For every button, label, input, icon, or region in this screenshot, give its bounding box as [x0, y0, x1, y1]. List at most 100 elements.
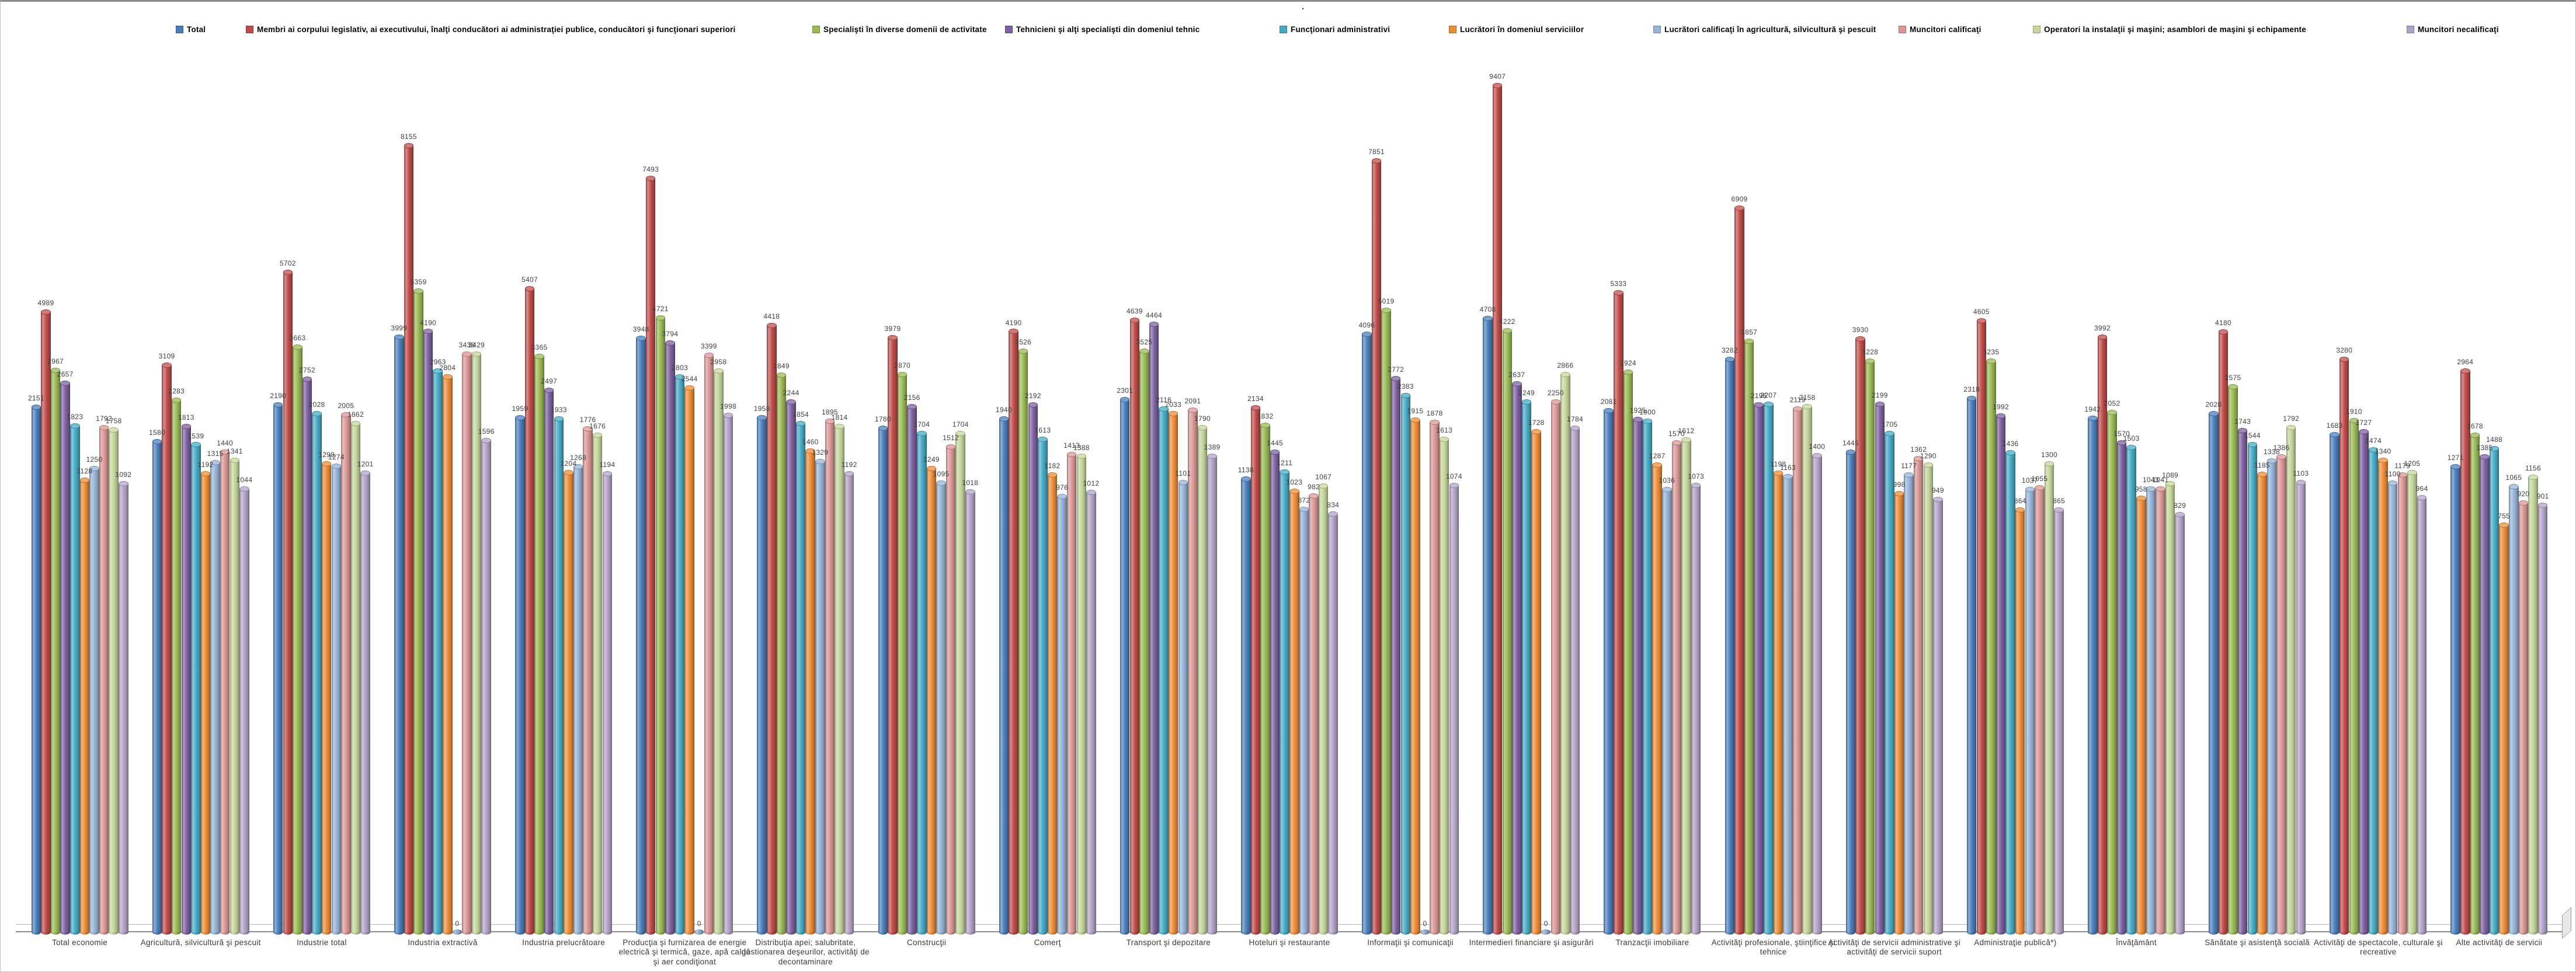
bar: [2097, 335, 2108, 935]
bar-cylinder-cap: [1280, 469, 1289, 475]
bar-cylinder-body: [1057, 496, 1067, 932]
bar-cylinder-body: [220, 452, 230, 932]
bar-cylinder-body: [1168, 413, 1179, 932]
bar-cylinder-body: [162, 365, 172, 932]
bar-value-label: 1315: [207, 449, 224, 458]
bar-cylinder-cap: [2116, 440, 2127, 445]
bar-value-label: 1073: [1688, 472, 1705, 481]
bar-value-label: 4418: [763, 312, 780, 321]
bar-cylinder-body: [2088, 418, 2098, 932]
bar-cylinder-cap: [2387, 480, 2398, 486]
bar-value-label: 1018: [962, 478, 979, 487]
bar-cylinder-cap: [1764, 402, 1774, 407]
bar-value-label: 2156: [903, 393, 920, 402]
bar-cylinder-body: [1604, 410, 1614, 932]
bar-value-label: 5333: [1610, 279, 1627, 288]
bar-cylinder-body: [1250, 407, 1261, 932]
bar-cylinder-body: [273, 405, 283, 932]
bar: [2107, 410, 2117, 935]
bar-cylinder-cap: [162, 363, 172, 368]
bar-cylinder-cap: [1400, 393, 1411, 398]
bar-value-label: 1992: [1993, 402, 2009, 411]
bar-value-label: 2803: [672, 364, 688, 372]
bar-value-label: 3992: [2094, 323, 2111, 332]
bar-cylinder-cap: [897, 372, 908, 377]
bar: [723, 413, 733, 935]
bar-cylinder-cap: [394, 335, 404, 340]
bar-value-label: 2091: [1184, 397, 1201, 406]
bar-value-label: 1705: [1881, 420, 1898, 428]
bar-cylinder-body: [1439, 439, 1449, 932]
bar: [1139, 349, 1149, 935]
bar-cylinder-body: [1671, 443, 1682, 932]
bar-value-label: 1792: [96, 414, 113, 423]
bar-value-label: 1790: [1194, 414, 1211, 423]
bar-cylinder-body: [1066, 454, 1077, 932]
bar-cylinder-cap: [1633, 417, 1643, 422]
bar-cylinder-cap: [835, 424, 844, 429]
bar-cylinder-cap: [1018, 349, 1028, 354]
category-axis-label: Distribuţia apei; salubritate, gestionar…: [741, 938, 870, 966]
bar-cylinder-cap: [2499, 522, 2509, 528]
bar-cylinder-cap: [1483, 316, 1493, 321]
bar-cylinder-cap: [888, 335, 898, 340]
bar: [1734, 205, 1744, 935]
bar-cylinder-cap: [2209, 411, 2219, 416]
bar: [210, 460, 220, 935]
bar-value-label: 2849: [773, 362, 790, 371]
bar-cylinder-cap: [907, 404, 917, 409]
bar-cylinder-body: [1280, 472, 1289, 932]
bar-value-label: 1300: [2041, 451, 2057, 459]
bar-cylinder-body: [350, 423, 361, 932]
bar: [767, 323, 777, 935]
bar-cylinder-body: [636, 338, 646, 932]
bar-cylinder-cap: [955, 431, 965, 436]
bar: [795, 421, 806, 935]
bar-value-label: 1784: [1567, 414, 1583, 423]
bar-cylinder-body: [2489, 448, 2499, 932]
bar-cylinder-cap: [602, 471, 613, 476]
bar-cylinder-cap: [1299, 507, 1309, 512]
bar-value-label: 3948: [632, 325, 649, 334]
category-axis-label: Comerţ: [1034, 938, 1061, 947]
legend-label: Muncitori necalificaţi: [2418, 25, 2499, 34]
bar-cylinder-cap: [2146, 486, 2156, 492]
bar-value-label: 2497: [541, 377, 558, 385]
bar-value-label: 5359: [410, 278, 427, 287]
bar: [2126, 445, 2136, 935]
bar: [554, 416, 564, 935]
bar: [2266, 458, 2277, 935]
bar: [321, 461, 332, 935]
bar: [675, 374, 685, 935]
bar-cylinder-cap: [1966, 396, 1977, 401]
bar-cylinder-cap: [1725, 357, 1735, 362]
bar-cylinder-body: [1178, 482, 1188, 932]
bar-cylinder-body: [2218, 332, 2229, 932]
bar-value-label: 1043: [2142, 475, 2159, 484]
bar: [2407, 470, 2417, 935]
legend-swatch-icon: [2033, 26, 2040, 33]
bar: [1250, 405, 1261, 935]
bar-cylinder-cap: [79, 478, 90, 483]
bar: [2025, 487, 2035, 935]
bar: [312, 411, 322, 935]
bar-cylinder-body: [443, 377, 453, 932]
bar-value-label: 3794: [662, 329, 679, 338]
bar: [636, 336, 646, 935]
bar: [2286, 425, 2296, 935]
bar: [2276, 454, 2286, 935]
bar-value-label: 4222: [1499, 318, 1515, 326]
bar-value-label: 1389: [1204, 443, 1221, 452]
bar: [2156, 486, 2165, 935]
bar-value-label: 1268: [570, 454, 586, 462]
bar: [2218, 329, 2229, 935]
bar-cylinder-cap: [544, 388, 554, 393]
bar-value-label: 998: [1893, 480, 1906, 489]
bar-cylinder-body: [2237, 430, 2248, 932]
bar: [1502, 328, 1513, 935]
bar-cylinder-body: [1038, 439, 1048, 932]
bar: [79, 478, 90, 935]
bar-cylinder-cap: [1289, 489, 1299, 494]
bar-cylinder-cap: [433, 368, 443, 374]
bar-cylinder-cap: [50, 368, 61, 373]
